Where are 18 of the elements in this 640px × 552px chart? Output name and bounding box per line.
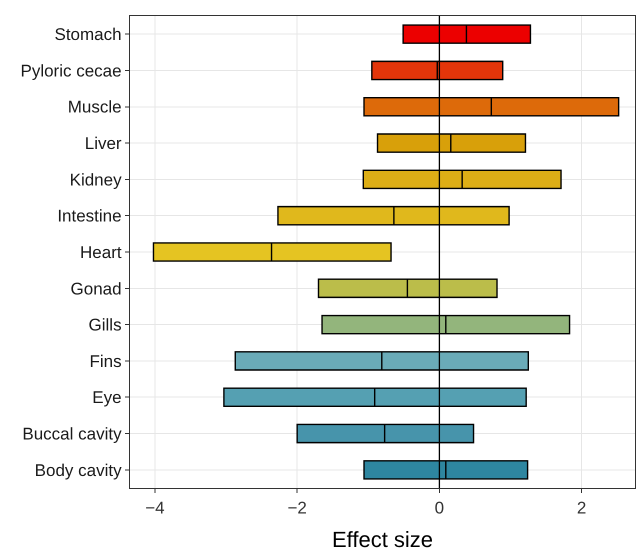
x-axis-title: Effect size [332,527,434,552]
y-tick-label: Fins [89,352,122,371]
y-tick-label: Intestine [57,206,122,226]
y-tick-label: Kidney [70,170,122,190]
x-tick-label: 0 [434,498,444,518]
y-tick-label: Pyloric cecae [20,61,122,80]
x-tick-label: 2 [576,498,586,518]
y-tick-label: Liver [84,134,122,154]
y-tick-label: Gonad [70,279,122,298]
x-tick-label: −2 [287,498,307,518]
y-tick-label: Buccal cavity [22,424,122,444]
y-tick-label: Body cavity [34,460,122,480]
y-tick-label: Gills [88,316,122,335]
y-tick-label: Stomach [54,25,122,44]
y-tick-label: Heart [80,242,122,262]
y-tick-label: Muscle [68,98,122,117]
y-tick-label: Eye [92,388,122,408]
x-tick-label: −4 [145,498,165,518]
